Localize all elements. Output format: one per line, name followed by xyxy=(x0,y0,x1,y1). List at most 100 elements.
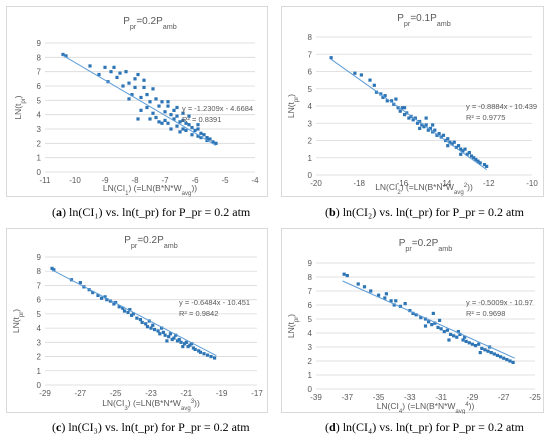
data-point xyxy=(138,317,142,322)
x-tick-label: -6 xyxy=(191,176,199,185)
data-point xyxy=(126,310,130,315)
data-point xyxy=(175,124,179,128)
data-point xyxy=(469,154,474,158)
y-axis-label: LN(tpr) xyxy=(11,309,25,333)
data-point xyxy=(470,342,475,346)
data-point xyxy=(442,330,446,334)
data-point xyxy=(426,128,430,132)
y-tick-label: 8 xyxy=(308,273,313,282)
x-tick-label: -27 xyxy=(498,393,510,402)
data-point xyxy=(431,123,435,127)
data-point xyxy=(480,346,484,350)
data-point xyxy=(414,313,418,317)
data-point xyxy=(381,95,385,99)
x-tick-label: -18 xyxy=(353,179,365,188)
caption-text: ln(CI₃) vs. ln(t_pr) for P_pr = 0.2 atm xyxy=(65,420,250,434)
data-point xyxy=(477,342,481,346)
data-point xyxy=(105,298,109,302)
caption-a: (a) ln(CI₁) vs. ln(t_pr) for P_pr = 0.2 … xyxy=(52,205,251,219)
x-tick-label: -23 xyxy=(145,389,157,398)
y-tick-label: 6 xyxy=(308,68,313,77)
y-tick-label: 4 xyxy=(308,329,313,338)
data-point xyxy=(108,299,112,303)
data-point xyxy=(433,321,437,325)
data-point xyxy=(394,97,398,101)
data-point xyxy=(329,56,333,60)
y-tick-label: 0 xyxy=(37,168,42,177)
data-point xyxy=(424,123,428,127)
data-point xyxy=(167,335,171,339)
data-point xyxy=(196,123,200,127)
data-point xyxy=(168,332,173,336)
y-tick-label: 6 xyxy=(37,296,42,305)
caption-letter: d xyxy=(329,420,336,434)
caption-text: ln(CI₂) vs. ln(t_pr) for P_pr = 0.2 atm xyxy=(339,205,524,219)
data-point xyxy=(383,296,387,300)
data-point xyxy=(158,332,162,336)
data-point xyxy=(50,266,54,270)
data-point xyxy=(402,106,407,110)
data-point xyxy=(177,337,181,342)
data-point xyxy=(142,78,146,82)
data-point xyxy=(427,320,431,324)
data-point xyxy=(156,329,160,333)
chart-title: Ppr=0.2Pamb xyxy=(124,235,177,250)
data-point xyxy=(99,296,104,300)
data-point xyxy=(112,302,116,306)
data-point xyxy=(495,353,500,357)
data-point xyxy=(181,118,185,122)
data-point xyxy=(408,309,412,313)
chart-svg-a: 0 1 2 3 4 5 6 7 8 9 -11 -10 -9 -8 -7 -6 -5 -4 Ppr=0.2Pamb L… xyxy=(13,16,259,197)
data-point xyxy=(154,115,158,120)
data-point xyxy=(188,343,192,347)
data-point xyxy=(199,131,203,135)
data-point xyxy=(179,340,183,344)
data-point xyxy=(149,326,153,330)
data-point xyxy=(368,78,372,82)
data-point xyxy=(448,332,453,336)
data-point xyxy=(465,152,469,156)
data-point xyxy=(160,100,164,104)
r-squared-label: R² = 0.9842 xyxy=(179,309,218,318)
data-point xyxy=(151,87,155,91)
data-point xyxy=(431,311,435,315)
data-point xyxy=(448,140,452,144)
data-point xyxy=(128,308,132,312)
data-point xyxy=(135,316,139,320)
caption-text: ln(CI₁) vs. ln(t_pr) for P_pr = 0.2 atm xyxy=(66,205,251,219)
x-axis-label: LN(CI2) (=LN(B*N*Wavg2)) xyxy=(375,182,473,196)
data-point xyxy=(136,117,140,121)
y-tick-label: 0 xyxy=(37,381,42,390)
data-point xyxy=(455,335,459,339)
data-point xyxy=(345,274,349,278)
data-point xyxy=(411,118,415,122)
data-point xyxy=(511,360,515,364)
trendline xyxy=(342,280,515,359)
data-point xyxy=(178,130,182,134)
data-point xyxy=(166,104,170,108)
data-point xyxy=(199,136,203,140)
data-point xyxy=(151,323,155,327)
data-point xyxy=(136,72,140,77)
y-tick-label: 3 xyxy=(308,343,313,352)
trendline-equation: y = -0.8884x - 10.439 xyxy=(466,102,537,111)
data-point xyxy=(121,306,125,310)
data-point xyxy=(446,137,450,141)
x-tick-label: -29 xyxy=(39,389,51,398)
chart-panel-a: 0 1 2 3 4 5 6 7 8 9 -11 -10 -9 -8 -7 -6 -5 -4 Ppr=0.2Pamb L… xyxy=(6,6,268,197)
data-point xyxy=(144,322,148,326)
x-tick-label: -12 xyxy=(483,179,495,188)
data-point xyxy=(374,90,379,94)
y-tick-label: 1 xyxy=(37,154,42,163)
data-point xyxy=(394,299,398,303)
data-point xyxy=(127,81,131,85)
x-tick-label: -21 xyxy=(181,389,193,398)
data-point xyxy=(420,123,424,127)
x-tick-label: -10 xyxy=(69,176,81,185)
data-point xyxy=(461,149,465,153)
caption-c: (c) ln(CI₃) vs. ln(t_pr) for P_pr = 0.2 … xyxy=(52,420,250,434)
data-point xyxy=(476,159,480,163)
data-point xyxy=(446,144,450,148)
data-point xyxy=(78,281,82,285)
data-point xyxy=(376,293,381,297)
